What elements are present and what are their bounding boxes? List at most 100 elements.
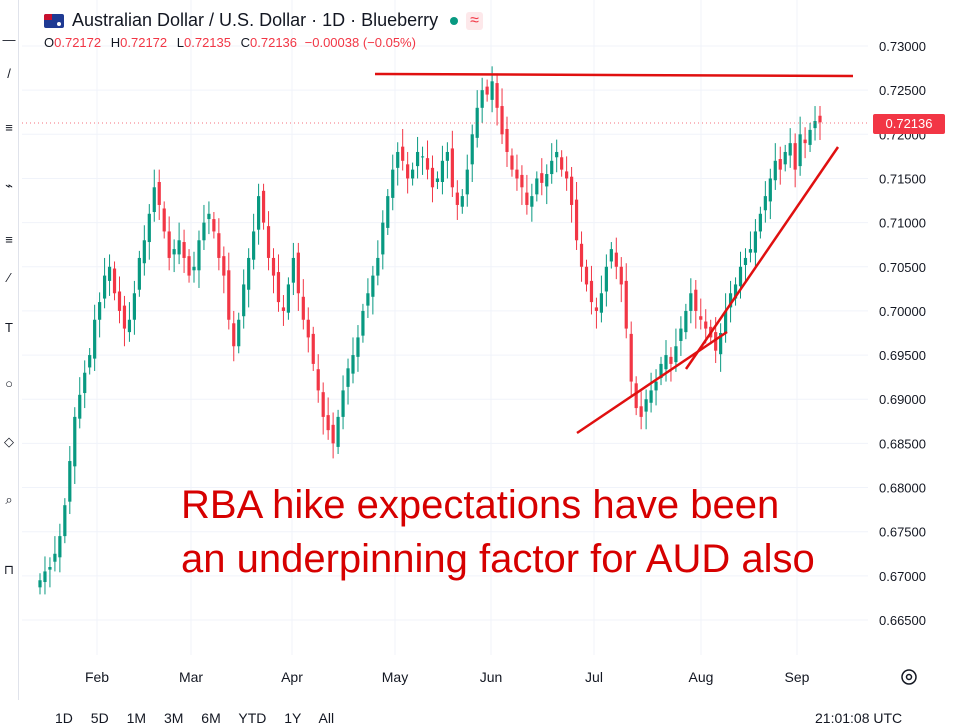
- candle-body: [485, 86, 489, 95]
- y-tick-label: 0.68000: [879, 481, 926, 496]
- x-tick-label: Mar: [179, 669, 203, 685]
- candle-body: [545, 174, 549, 187]
- candle-body: [813, 121, 817, 129]
- candle-body: [102, 275, 107, 299]
- candle-body: [117, 291, 122, 311]
- y-tick-label: 0.71000: [879, 216, 926, 231]
- candle-body: [565, 171, 569, 179]
- pattern-tool-icon[interactable]: ⌁: [5, 178, 13, 193]
- candlestick-series: [38, 66, 822, 595]
- wave-icon[interactable]: ≈: [466, 11, 483, 30]
- candle-body: [162, 208, 166, 232]
- symbol-title[interactable]: Australian Dollar / U.S. Dollar · 1D · B…: [72, 10, 439, 30]
- y-tick-label: 0.68500: [879, 436, 926, 451]
- candle-body: [803, 139, 807, 144]
- candle-body: [266, 226, 271, 258]
- candle-body: [460, 196, 464, 207]
- candle-body: [520, 174, 524, 188]
- settings-icon[interactable]: [901, 669, 917, 685]
- lock-tool-icon[interactable]: ⊓: [3, 562, 15, 577]
- candle-body: [93, 319, 97, 359]
- market-status-icon: [450, 16, 459, 25]
- candle-body: [425, 158, 430, 170]
- utc-clock: 21:01:08 UTC: [815, 710, 903, 726]
- candle-body: [222, 256, 226, 276]
- high-value: 0.72172: [120, 35, 168, 50]
- brush-tool-icon[interactable]: ∕: [7, 270, 11, 285]
- y-tick-label: 0.71500: [879, 171, 926, 186]
- candle-body: [629, 333, 633, 382]
- candle-body: [515, 169, 519, 179]
- timeframe-3m[interactable]: 3M: [163, 710, 184, 726]
- candle-body: [525, 192, 529, 205]
- candle-body: [733, 284, 738, 299]
- candle-body: [704, 321, 708, 329]
- candle-body: [351, 355, 355, 374]
- candle-body: [63, 505, 67, 537]
- candle-body: [505, 129, 509, 152]
- close-label: C: [240, 35, 251, 50]
- cursor-tool-icon[interactable]: —: [2, 32, 16, 47]
- candle-body: [336, 416, 340, 447]
- candle-body: [798, 134, 802, 167]
- ruler-tool-icon[interactable]: ◇: [4, 434, 14, 449]
- timeframe-1m[interactable]: 1M: [126, 710, 147, 726]
- timeframe-all[interactable]: All: [318, 710, 335, 726]
- timeframe-5d[interactable]: 5D: [90, 710, 109, 726]
- candle-body: [192, 266, 196, 271]
- candle-body: [321, 392, 325, 417]
- trendline-tool-icon[interactable]: /: [7, 66, 11, 81]
- annotation-line-2: an underpinning factor for AUD also: [181, 537, 815, 581]
- time-axis: Feb Mar Apr May Jun Jul Aug Sep: [85, 669, 810, 685]
- resistance-trendline: [374, 72, 854, 78]
- candle-body: [152, 187, 156, 213]
- timeframe-1y[interactable]: 1Y: [284, 710, 302, 726]
- candle-body: [540, 173, 544, 183]
- candle-body: [594, 307, 599, 311]
- candle-body: [306, 319, 310, 338]
- candle-body: [599, 293, 604, 313]
- candle-body: [579, 243, 584, 267]
- candle-body: [247, 257, 251, 290]
- fib-tool-icon[interactable]: ≡: [5, 120, 13, 135]
- support-trendline-aug: [684, 146, 840, 370]
- candle-body: [411, 169, 415, 179]
- last-price-badge: 0.72136: [873, 114, 945, 134]
- candle-body: [182, 242, 186, 258]
- candle-body: [535, 178, 539, 195]
- candle-body: [386, 196, 390, 228]
- candle-body: [475, 107, 479, 138]
- text-tool-icon[interactable]: T: [5, 320, 13, 335]
- timeframe-1d[interactable]: 1D: [55, 710, 73, 726]
- zoom-tool-icon[interactable]: ⌕: [5, 492, 13, 507]
- candle-body: [217, 233, 221, 258]
- candle-body: [58, 536, 62, 558]
- candle-body: [768, 178, 772, 202]
- candle-body: [778, 159, 782, 170]
- candle-body: [242, 284, 246, 317]
- projection-tool-icon[interactable]: ≡: [5, 232, 13, 247]
- candle-body: [43, 571, 47, 583]
- candle-body: [758, 213, 762, 232]
- emoji-tool-icon[interactable]: ○: [5, 376, 13, 391]
- australia-flag-icon: [44, 13, 64, 28]
- candle-body: [728, 293, 733, 308]
- price-axis: 0.730000.725000.720000.715000.710000.705…: [879, 39, 926, 628]
- candle-body: [550, 160, 554, 175]
- candle-body: [783, 151, 787, 165]
- candle-body: [83, 372, 87, 394]
- timeframe-6m[interactable]: 6M: [201, 710, 221, 726]
- candle-body: [167, 231, 171, 258]
- candle-body: [88, 355, 92, 368]
- x-tick-label: Apr: [281, 669, 303, 685]
- candle-body: [202, 222, 206, 241]
- annotation-line-1: RBA hike expectations have been: [181, 483, 780, 527]
- candle-body: [773, 160, 777, 181]
- drawing-toolbar: — / ≡ ⌁ ≡ ∕ T ○ ◇ ⌕ ⊓: [0, 0, 19, 700]
- y-tick-label: 0.67000: [879, 569, 926, 584]
- candle-body: [415, 151, 420, 167]
- candle-body: [326, 415, 330, 431]
- candle-body: [694, 289, 698, 311]
- timeframe-ytd[interactable]: YTD: [238, 710, 267, 726]
